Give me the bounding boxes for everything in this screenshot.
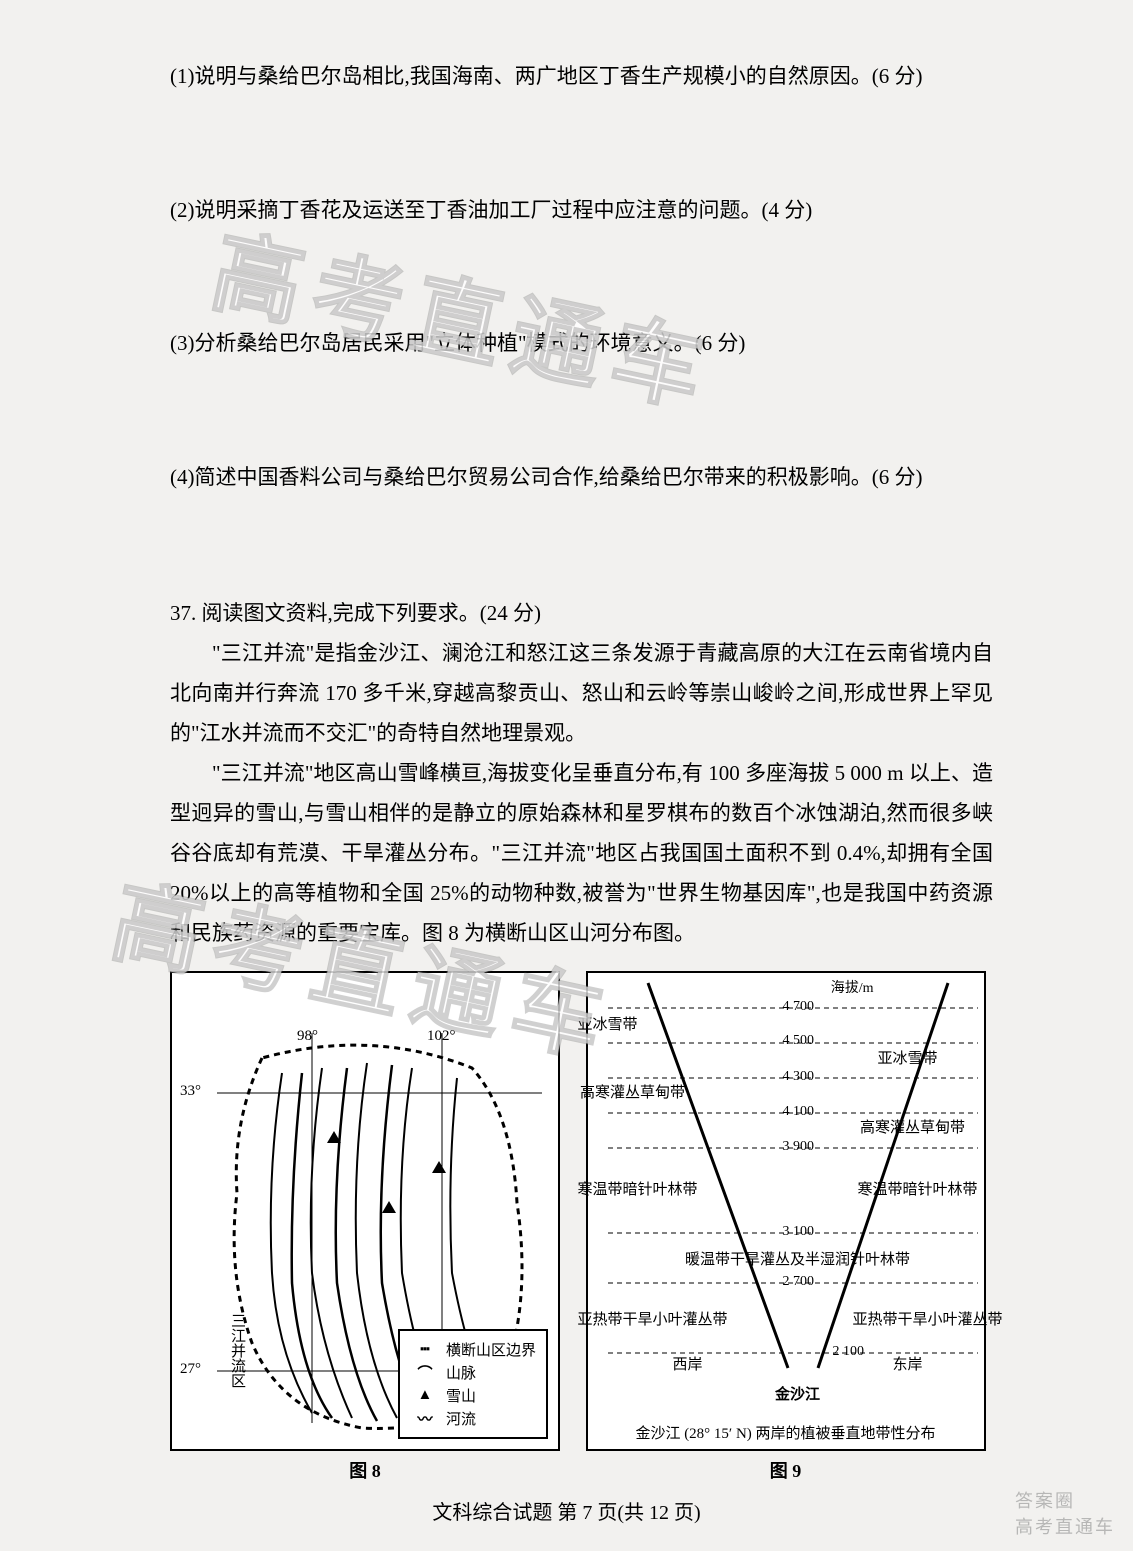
river-icon: 〰 [410,1408,440,1429]
question-3: (3)分析桑给巴尔岛居民采用"立体种植"模式的环境意义。(6 分) [170,327,993,361]
legend-snow: ▲ 雪山 [410,1385,536,1406]
snow-icon: ▲ [410,1387,440,1404]
watermark-corner-bottom: 高考直通车 [1015,1513,1115,1539]
figure-9-caption: 图 9 [770,1457,802,1483]
boundary-label: 横断山区边界 [446,1339,536,1360]
tick-2100: 2 100 [833,1344,865,1360]
zone-river: 金沙江 [748,1383,848,1404]
zone-r3: 寒温带暗针叶林带 [838,1178,998,1199]
zone-topright: 亚冰雪带 [848,1047,968,1068]
zone-r2: 高寒灌丛草甸带 [838,1116,988,1137]
zone-east: 东岸 [868,1353,948,1374]
tick-4300: 4 300 [783,1069,815,1085]
figure-8-caption: 图 8 [349,1457,381,1483]
mountain-label: 山脉 [446,1362,476,1383]
tick-4700: 4 700 [783,999,815,1015]
river-label: 河流 [446,1408,476,1429]
figure-8-map: 98° 102° 33° 27° 三江并流区 [170,971,560,1451]
figure-9-column: 海拔/m 4 700 4 500 4 [578,971,993,1483]
tick-4500: 4 500 [783,1033,815,1049]
question-1: (1)说明与桑给巴尔岛相比,我国海南、两广地区丁香生产规模小的自然原因。(6 分… [170,60,993,94]
mountain-icon: ⌒ [410,1362,440,1383]
watermark-corner-top: 答案圈 [1015,1487,1115,1513]
q37-para-1: "三江并流"是指金沙江、澜沧江和怒江这三条发源于青藏高原的大江在云南省境内自北向… [170,634,993,754]
question-2: (2)说明采摘丁香花及运送至丁香油加工厂过程中应注意的问题。(4 分) [170,194,993,228]
zone-br: 亚热带干旱小叶灌丛带 [838,1308,1018,1329]
snow-label: 雪山 [446,1385,476,1406]
zone-l2: 高寒灌丛草甸带 [558,1081,708,1102]
question-37: 37. 阅读图文资料,完成下列要求。(24 分) "三江并流"是指金沙江、澜沧江… [170,594,993,1483]
figures-row: 98° 102° 33° 27° 三江并流区 [170,971,993,1483]
zone-west: 西岸 [648,1353,728,1374]
legend-mountain: ⌒ 山脉 [410,1362,536,1383]
tick-3900: 3 900 [783,1139,815,1155]
legend-boundary: ┅ 横断山区边界 [410,1339,536,1360]
legend-river: 〰 河流 [410,1408,536,1429]
zone-l3: 寒温带暗针叶林带 [558,1178,718,1199]
tick-2700: 2 700 [783,1274,815,1290]
tick-3100: 3 100 [783,1224,815,1240]
zone-mid: 暖温带干旱灌丛及半湿润针叶林带 [658,1248,938,1269]
q37-para-2: "三江并流"地区高山雪峰横亘,海拔变化呈垂直分布,有 100 多座海拔 5 00… [170,754,993,953]
watermark-big-1: 高考直通车 [202,198,728,431]
map-legend: ┅ 横断山区边界 ⌒ 山脉 ▲ 雪山 〰 河流 [398,1329,548,1439]
question-4: (4)简述中国香料公司与桑给巴尔贸易公司合作,给桑给巴尔带来的积极影响。(6 分… [170,461,993,495]
tick-4100: 4 100 [783,1104,815,1120]
page-footer: 文科综合试题 第 7 页(共 12 页) [0,1496,1133,1525]
zone-topleft: 亚冰雪带 [548,1013,668,1034]
boundary-icon: ┅ [410,1340,440,1359]
fig9-footnote: 金沙江 (28° 15′ N) 两岸的植被垂直地带性分布 [588,1422,984,1443]
q37-heading: 37. 阅读图文资料,完成下列要求。(24 分) [170,594,993,634]
watermark-corner: 答案圈 高考直通车 [1015,1487,1115,1539]
figure-8-column: 98° 102° 33° 27° 三江并流区 [170,971,560,1483]
figure-9-chart: 海拔/m 4 700 4 500 4 [586,971,986,1451]
zone-bl: 亚热带干旱小叶灌丛带 [563,1308,743,1329]
